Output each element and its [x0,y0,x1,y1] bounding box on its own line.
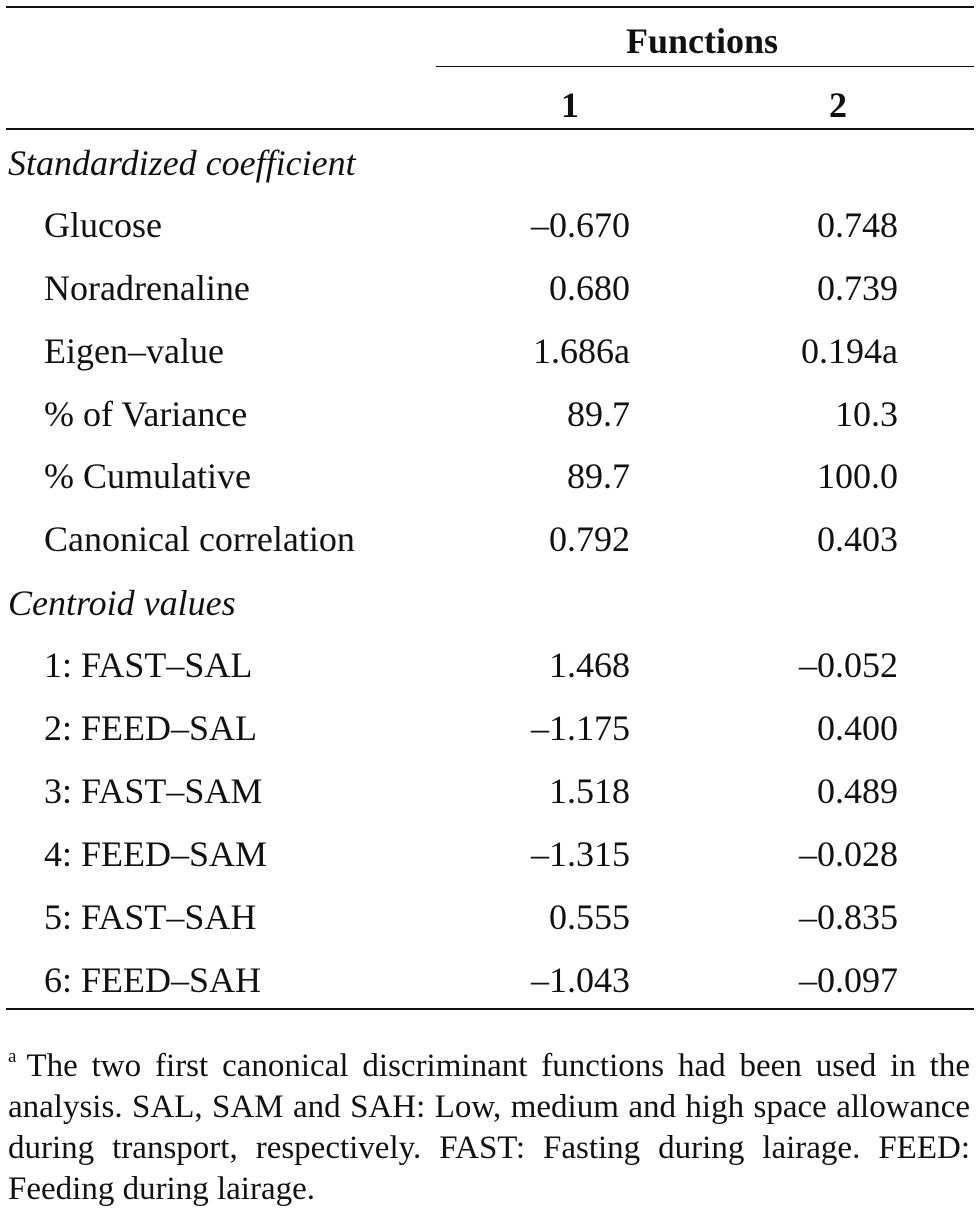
function-1-value: –1.315 [531,834,630,874]
row-label: 3: FAST–SAM [44,771,263,811]
row-label: Glucose [44,205,162,245]
footnote-text: The two first canonical discriminant fun… [8,1048,970,1207]
function-1-value: 89.7 [567,456,630,496]
function-1-value: 89.7 [567,394,630,434]
table-footnote: a The two first canonical discriminant fu… [8,1036,970,1210]
section-title: Standardized coefficient [8,143,356,183]
column-2-header: 2 [829,85,847,125]
row-label: Noradrenaline [44,268,250,308]
row-label: 5: FAST–SAH [44,897,257,937]
function-1-value: –0.670 [531,205,630,245]
row-label: 4: FEED–SAM [44,834,268,874]
header-rule [6,128,974,130]
top-rule [6,6,974,8]
function-2-value: 0.194a [801,331,898,371]
row-label: % of Variance [44,394,248,434]
function-1-value: 0.680 [549,268,630,308]
bottom-rule [6,1008,974,1010]
function-2-value: 0.739 [817,268,898,308]
function-2-value: 10.3 [835,394,898,434]
function-1-value: 1.468 [549,645,630,685]
functions-header: Functions [626,21,779,61]
row-label: Canonical correlation [44,519,355,559]
function-1-value: –1.043 [531,960,630,1000]
function-1-value: 1.686a [533,331,630,371]
row-label: Eigen–value [44,331,224,371]
function-2-value: –0.028 [799,834,898,874]
row-label: % Cumulative [44,456,251,496]
function-1-value: 1.518 [549,771,630,811]
function-2-value: 0.748 [817,205,898,245]
section-title: Centroid values [8,583,236,623]
function-1-value: 0.555 [549,897,630,937]
function-2-value: 0.400 [817,708,898,748]
function-1-value: 0.792 [549,519,630,559]
column-1-header: 1 [561,85,579,125]
functions-rule [436,66,974,67]
function-2-value: –0.097 [799,960,898,1000]
function-2-value: –0.835 [799,897,898,937]
row-label: 6: FEED–SAH [44,960,262,1000]
function-2-value: 0.403 [817,519,898,559]
function-1-value: –1.175 [531,708,630,748]
row-label: 2: FEED–SAL [44,708,258,748]
function-2-value: 0.489 [817,771,898,811]
function-2-value: 100.0 [817,456,898,496]
footnote-marker: a [8,1046,17,1067]
function-2-value: –0.052 [799,645,898,685]
row-label: 1: FAST–SAL [44,645,253,685]
